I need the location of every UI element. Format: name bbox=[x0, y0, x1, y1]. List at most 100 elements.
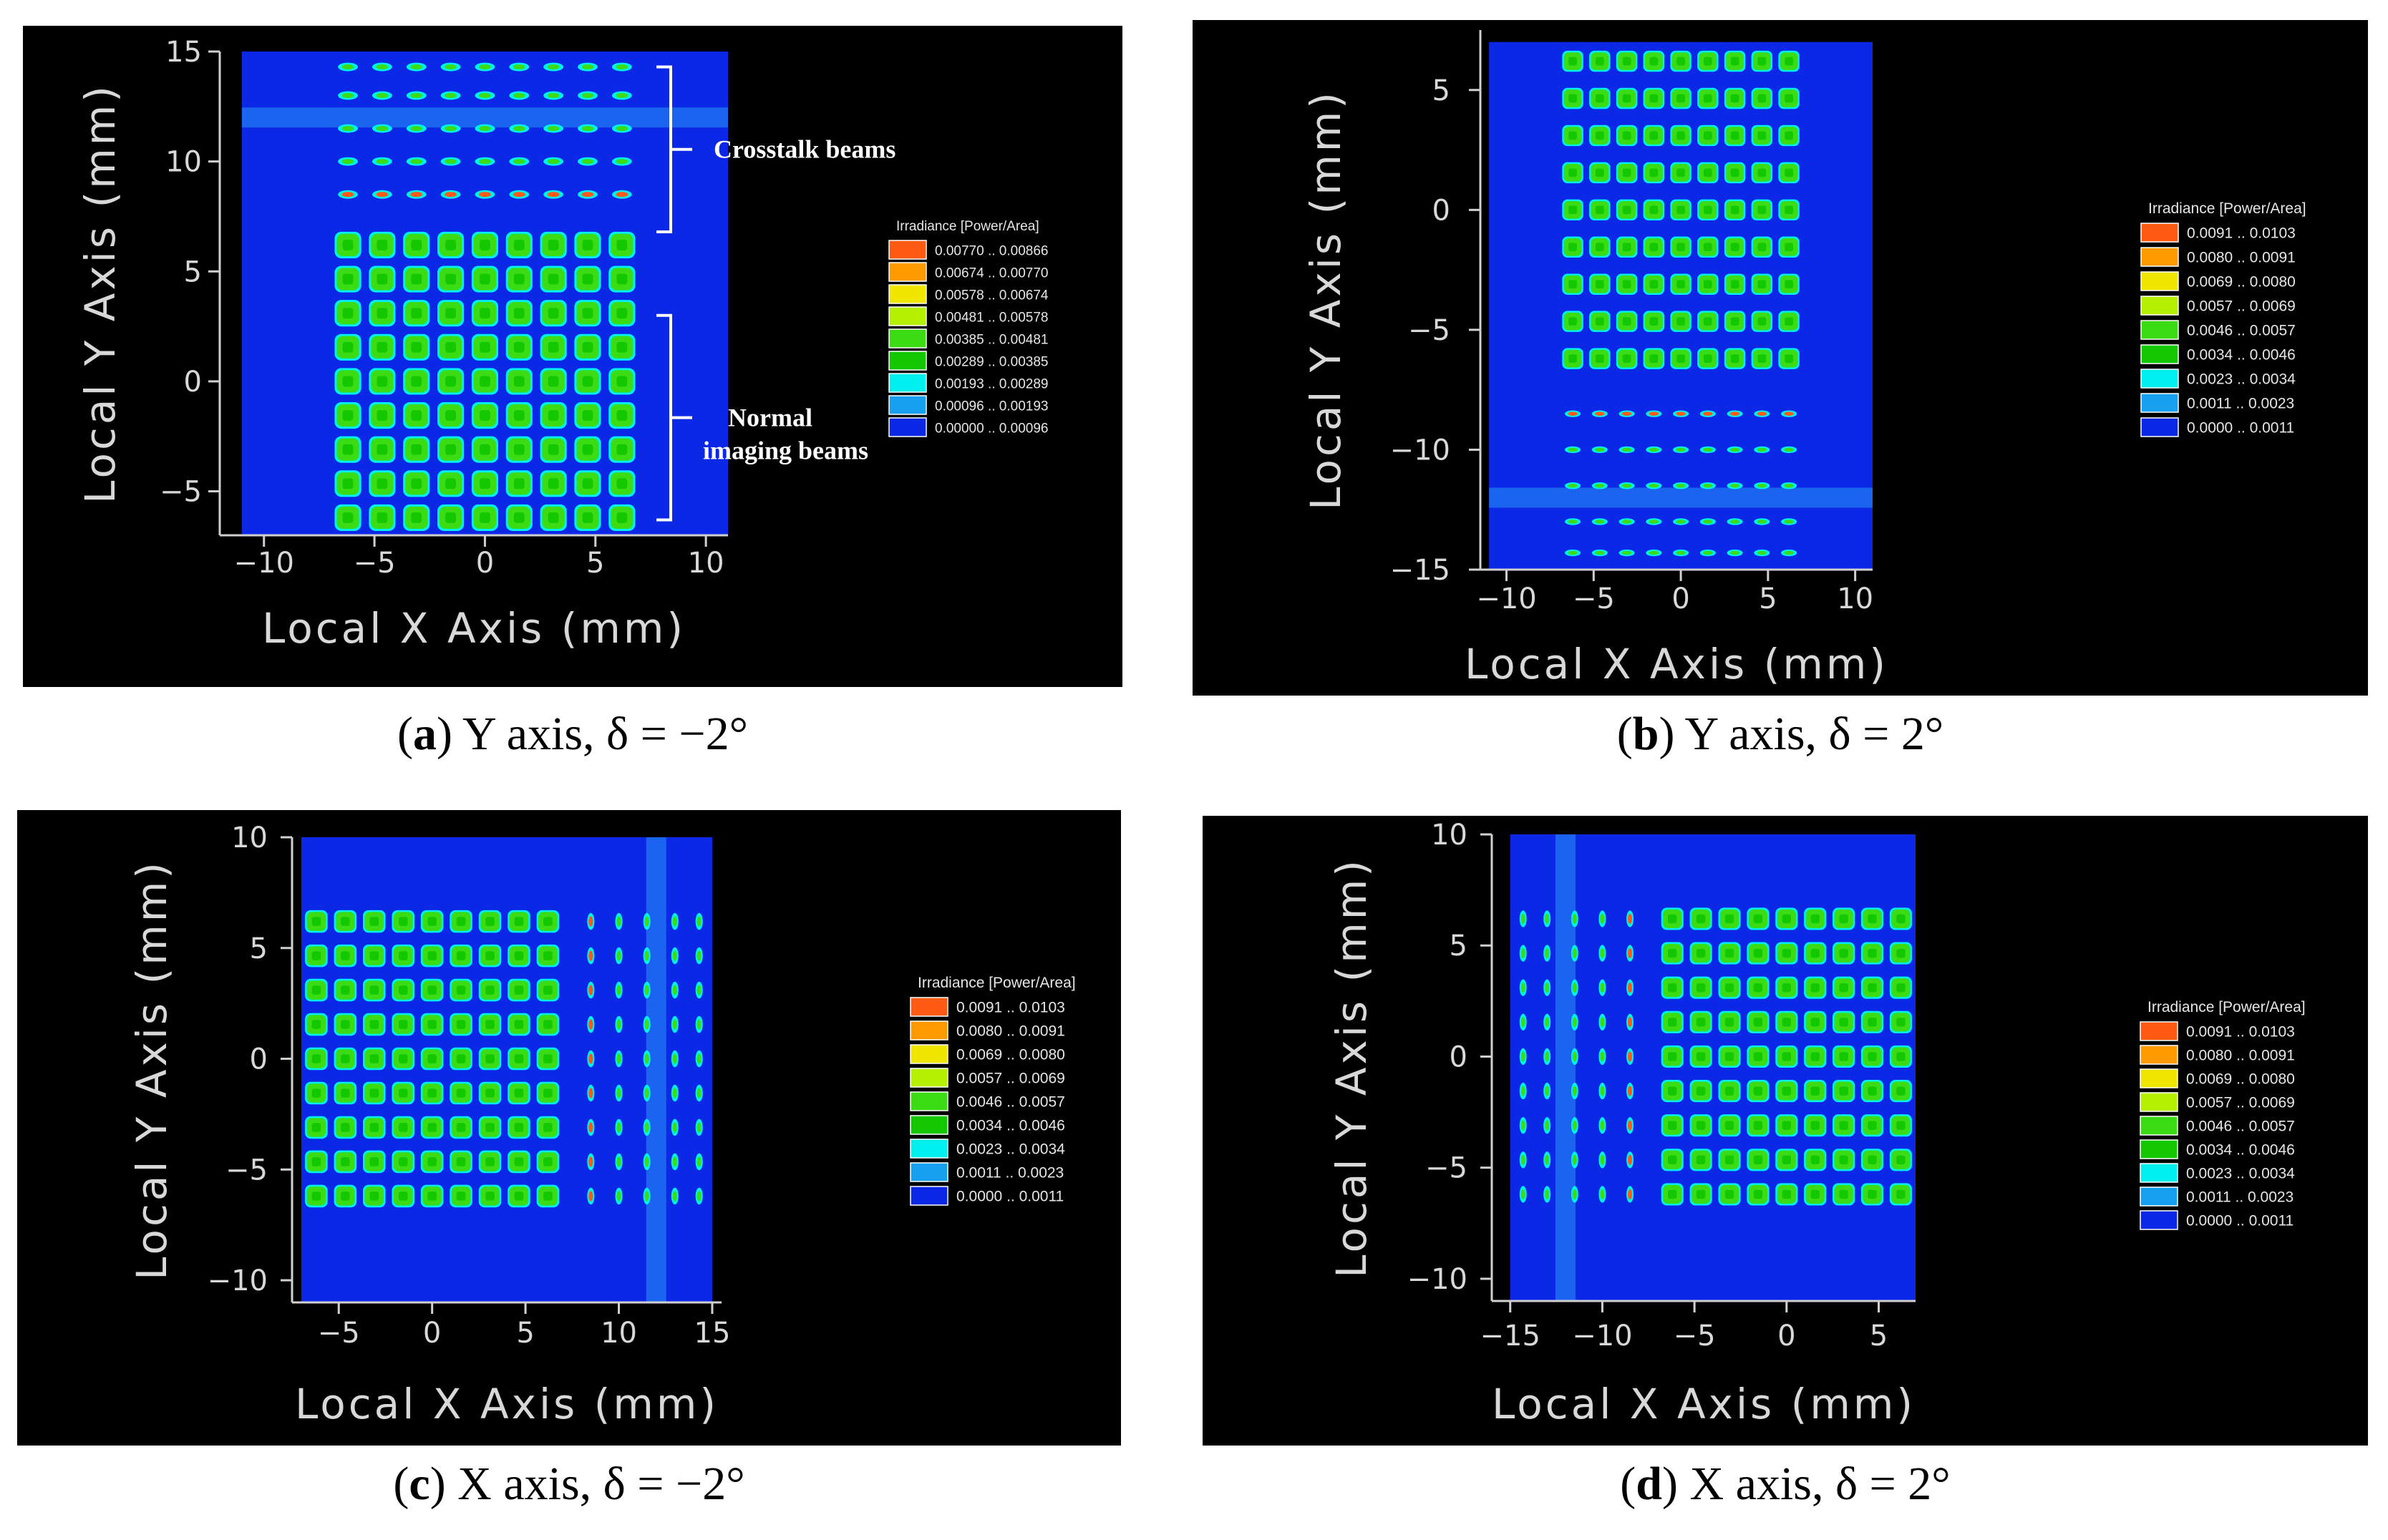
beam-spot-center bbox=[1868, 914, 1877, 924]
beam-spot-center bbox=[548, 410, 559, 421]
legend-label: 0.0023 .. 0.0034 bbox=[2187, 371, 2296, 387]
beam-spot-center bbox=[1753, 914, 1763, 924]
beam-spot-center bbox=[1839, 1086, 1848, 1096]
beam-spot-center bbox=[480, 273, 490, 285]
y-tick-label: 10 bbox=[1431, 819, 1467, 852]
beam-spot-center bbox=[311, 1054, 321, 1063]
beam-spot-center bbox=[1703, 94, 1712, 103]
beam-spot-center bbox=[311, 917, 321, 926]
crosstalk-spot-core bbox=[479, 159, 491, 165]
beam-spot-center bbox=[1724, 1086, 1734, 1096]
beam-spot-center bbox=[1724, 1155, 1734, 1165]
beam-spot-center bbox=[411, 478, 422, 489]
crosstalk-spot-core bbox=[1568, 520, 1578, 524]
beam-spot-center bbox=[1785, 168, 1793, 177]
beam-spot-center bbox=[616, 444, 628, 455]
beam-spot-center bbox=[1868, 948, 1877, 958]
beam-spot-center bbox=[1730, 280, 1739, 289]
beam-spot-center bbox=[398, 951, 408, 960]
crosstalk-spot-core bbox=[547, 192, 560, 198]
crosstalk-spot-core bbox=[1520, 913, 1525, 924]
beam-spot-center bbox=[341, 1157, 350, 1166]
beam-spot-center bbox=[1782, 1018, 1792, 1027]
crosstalk-spot-core bbox=[672, 916, 677, 927]
beam-spot-center bbox=[1668, 1018, 1677, 1027]
legend-label: 0.0091 .. 0.0103 bbox=[2187, 225, 2296, 241]
beam-spot-center bbox=[548, 376, 559, 387]
crosstalk-spot-core bbox=[547, 125, 560, 132]
crosstalk-spot-core bbox=[1520, 1051, 1525, 1062]
beam-spot-center bbox=[514, 1123, 524, 1132]
legend-swatch bbox=[2140, 296, 2179, 316]
caption-b-text: Y axis, δ = 2° bbox=[1684, 708, 1944, 760]
beam-spot-center bbox=[342, 341, 354, 353]
beam-spot-center bbox=[1868, 1189, 1877, 1199]
beam-spot-center bbox=[1568, 168, 1577, 177]
crosstalk-spot-core bbox=[1545, 1120, 1550, 1131]
x-tick-label: −10 bbox=[1476, 583, 1536, 615]
legend-label: 0.00096 .. 0.00193 bbox=[935, 399, 1048, 414]
crosstalk-spot-core bbox=[1703, 520, 1713, 524]
beam-spot-center bbox=[1622, 205, 1631, 215]
crosstalk-spot-core bbox=[1757, 550, 1767, 555]
x-axis-label: Local X Axis (mm) bbox=[262, 604, 686, 653]
beam-spot-center bbox=[427, 1054, 437, 1063]
crosstalk-spot-core bbox=[1568, 483, 1578, 488]
legend-title: Irradiance [Power/Area] bbox=[918, 975, 1076, 991]
chart-a: −10 −5 0 5 10 −5 0 5 10 15 Local X Axis (mm) Local … bbox=[76, 36, 1049, 653]
crosstalk-spot-core bbox=[616, 1156, 621, 1167]
x-tick-label: 15 bbox=[694, 1317, 731, 1350]
beam-spot-center bbox=[514, 1054, 524, 1063]
beam-spot-center bbox=[616, 341, 628, 353]
caption-a-text: Y axis, δ = −2° bbox=[462, 708, 748, 760]
beam-spot-center bbox=[1676, 243, 1685, 252]
crosstalk-spot-core bbox=[1595, 483, 1605, 488]
beam-spot-center bbox=[543, 917, 553, 926]
legend-swatch bbox=[888, 417, 927, 437]
y-tick-label: −15 bbox=[1390, 554, 1450, 587]
legend-label: 0.0091 .. 0.0103 bbox=[2186, 1023, 2295, 1040]
crosstalk-spot-core bbox=[376, 92, 389, 99]
beam-spot-center bbox=[513, 512, 525, 523]
legend-swatch bbox=[888, 328, 927, 349]
beam-spot-center bbox=[369, 917, 379, 926]
crosstalk-spot-core bbox=[1568, 550, 1578, 555]
crosstalk-spot-core bbox=[513, 159, 525, 165]
crosstalk-spot-core bbox=[341, 92, 354, 99]
crosstalk-spot-core bbox=[644, 1191, 649, 1202]
crosstalk-spot-core bbox=[672, 1122, 677, 1133]
beam-spot-center bbox=[456, 1020, 466, 1029]
legend-label: 0.0046 .. 0.0057 bbox=[2187, 322, 2296, 338]
crosstalk-spot-core bbox=[1703, 550, 1713, 555]
beam-spot-center bbox=[1785, 57, 1793, 66]
beam-spot-center bbox=[445, 376, 457, 387]
beam-spot-center bbox=[514, 1191, 524, 1201]
beam-spot-center bbox=[1703, 354, 1712, 363]
crosstalk-spot-core bbox=[1757, 411, 1767, 416]
legend-swatch bbox=[910, 1186, 948, 1206]
beam-spot-center bbox=[513, 239, 525, 250]
beam-spot-center bbox=[1810, 1189, 1820, 1199]
crosstalk-spot-core bbox=[1545, 1017, 1550, 1028]
crosstalk-spot-core bbox=[1628, 1086, 1633, 1096]
legend-label: 0.0069 .. 0.0080 bbox=[956, 1046, 1065, 1063]
panel-c: −5 0 5 10 15 10 5 0 −5 −10 Local X Axis (mm) Local … bbox=[17, 810, 1121, 1446]
beam-spot-center bbox=[1839, 948, 1848, 958]
crosstalk-spot-core bbox=[616, 1191, 621, 1202]
x-axis-label: Local X Axis (mm) bbox=[1492, 1380, 1916, 1428]
crosstalk-spot-core bbox=[644, 1088, 649, 1098]
caption-c-letter: c bbox=[409, 1458, 430, 1510]
x-axis-label: Local X Axis (mm) bbox=[1465, 640, 1888, 688]
legend-label: 0.0046 .. 0.0057 bbox=[956, 1093, 1065, 1110]
beam-spot-center bbox=[1782, 1086, 1792, 1096]
crosstalk-spot-core bbox=[696, 1053, 702, 1064]
crosstalk-spot-core bbox=[547, 92, 560, 99]
beam-spot-center bbox=[1785, 243, 1793, 252]
beam-spot-center bbox=[1868, 1018, 1877, 1027]
beam-spot-center bbox=[1676, 57, 1685, 66]
beam-spot-center bbox=[1724, 1189, 1734, 1199]
x-tick-label: −15 bbox=[1480, 1320, 1540, 1353]
beam-spot-center bbox=[427, 1157, 437, 1166]
beam-spot-center bbox=[1649, 354, 1659, 363]
crosstalk-spot-core bbox=[547, 64, 560, 70]
